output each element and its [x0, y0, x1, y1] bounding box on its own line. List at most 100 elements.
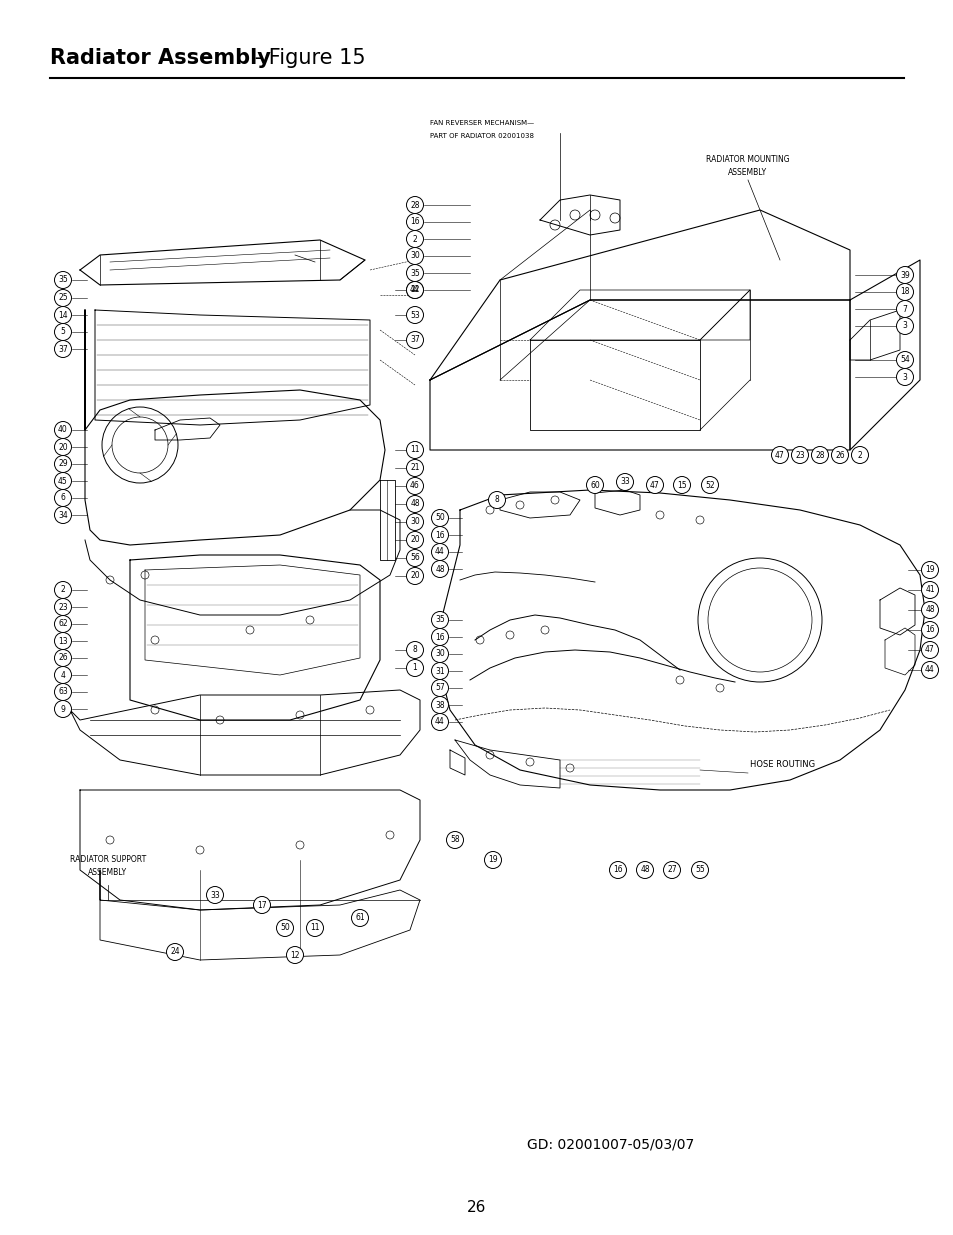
Text: 45: 45 [58, 477, 68, 485]
Text: 1: 1 [413, 663, 416, 673]
Text: 61: 61 [355, 914, 364, 923]
Circle shape [54, 438, 71, 456]
Text: 37: 37 [58, 345, 68, 353]
Circle shape [54, 289, 71, 306]
Circle shape [54, 306, 71, 324]
Circle shape [484, 851, 501, 868]
Circle shape [921, 601, 938, 619]
Circle shape [406, 231, 423, 247]
Text: 2: 2 [413, 235, 416, 243]
Circle shape [406, 550, 423, 567]
Text: 50: 50 [280, 924, 290, 932]
Circle shape [167, 944, 183, 961]
Text: 52: 52 [704, 480, 714, 489]
Circle shape [406, 247, 423, 264]
Circle shape [54, 667, 71, 683]
Text: 58: 58 [450, 836, 459, 845]
Circle shape [896, 284, 913, 300]
Circle shape [54, 489, 71, 506]
Text: 35: 35 [435, 615, 444, 625]
Text: 26: 26 [467, 1199, 486, 1214]
Text: 21: 21 [410, 463, 419, 473]
Text: 8: 8 [494, 495, 498, 505]
Circle shape [406, 531, 423, 548]
Circle shape [431, 629, 448, 646]
Circle shape [446, 831, 463, 848]
Circle shape [431, 510, 448, 526]
Text: 4: 4 [60, 671, 66, 679]
Text: 46: 46 [410, 482, 419, 490]
Circle shape [896, 352, 913, 368]
Text: 20: 20 [410, 572, 419, 580]
Text: 13: 13 [58, 636, 68, 646]
Circle shape [406, 514, 423, 531]
Circle shape [896, 368, 913, 385]
Text: 48: 48 [639, 866, 649, 874]
Text: 3: 3 [902, 373, 906, 382]
Text: 20: 20 [410, 536, 419, 545]
Circle shape [276, 920, 294, 936]
Text: 7: 7 [902, 305, 906, 314]
Circle shape [431, 646, 448, 662]
Text: 11: 11 [310, 924, 319, 932]
Text: 44: 44 [435, 718, 444, 726]
Circle shape [609, 862, 626, 878]
Circle shape [54, 324, 71, 341]
Circle shape [54, 473, 71, 489]
Circle shape [54, 582, 71, 599]
Text: Radiator Assembly: Radiator Assembly [50, 48, 271, 68]
Text: 44: 44 [410, 285, 419, 294]
Text: 37: 37 [410, 336, 419, 345]
Text: 48: 48 [924, 605, 934, 615]
Text: RADIATOR SUPPORT: RADIATOR SUPPORT [70, 855, 146, 864]
Text: 57: 57 [435, 683, 444, 693]
Circle shape [431, 697, 448, 714]
Circle shape [431, 561, 448, 578]
Text: 11: 11 [410, 446, 419, 454]
Circle shape [54, 683, 71, 700]
Circle shape [406, 459, 423, 477]
Text: 16: 16 [435, 632, 444, 641]
Text: 35: 35 [410, 268, 419, 278]
Text: 38: 38 [435, 700, 444, 709]
Text: 25: 25 [58, 294, 68, 303]
Text: 16: 16 [435, 531, 444, 540]
Text: 2: 2 [857, 451, 862, 459]
Text: 56: 56 [410, 553, 419, 562]
Text: 14: 14 [58, 310, 68, 320]
Text: 16: 16 [613, 866, 622, 874]
Text: HOSE ROUTING: HOSE ROUTING [749, 760, 814, 769]
Circle shape [54, 456, 71, 473]
Text: 9: 9 [60, 704, 66, 714]
Text: 23: 23 [795, 451, 804, 459]
Circle shape [921, 582, 938, 599]
Text: 3: 3 [902, 321, 906, 331]
Text: 30: 30 [435, 650, 444, 658]
Text: ASSEMBLY: ASSEMBLY [728, 168, 767, 177]
Circle shape [616, 473, 633, 490]
Text: 50: 50 [435, 514, 444, 522]
Text: 47: 47 [649, 480, 659, 489]
Text: 2: 2 [61, 585, 66, 594]
Circle shape [306, 920, 323, 936]
Circle shape [54, 341, 71, 357]
Circle shape [700, 477, 718, 494]
Text: 39: 39 [900, 270, 909, 279]
Circle shape [921, 621, 938, 638]
Text: 20: 20 [58, 442, 68, 452]
Text: 48: 48 [410, 499, 419, 509]
Text: 5: 5 [60, 327, 66, 336]
Circle shape [431, 662, 448, 679]
Circle shape [431, 679, 448, 697]
Circle shape [54, 700, 71, 718]
Text: 16: 16 [924, 625, 934, 635]
Circle shape [646, 477, 662, 494]
Circle shape [673, 477, 690, 494]
Text: 53: 53 [410, 310, 419, 320]
Circle shape [791, 447, 807, 463]
Circle shape [636, 862, 653, 878]
Text: 62: 62 [58, 620, 68, 629]
Text: ASSEMBLY: ASSEMBLY [89, 868, 128, 877]
Text: 44: 44 [924, 666, 934, 674]
Text: 26: 26 [58, 653, 68, 662]
